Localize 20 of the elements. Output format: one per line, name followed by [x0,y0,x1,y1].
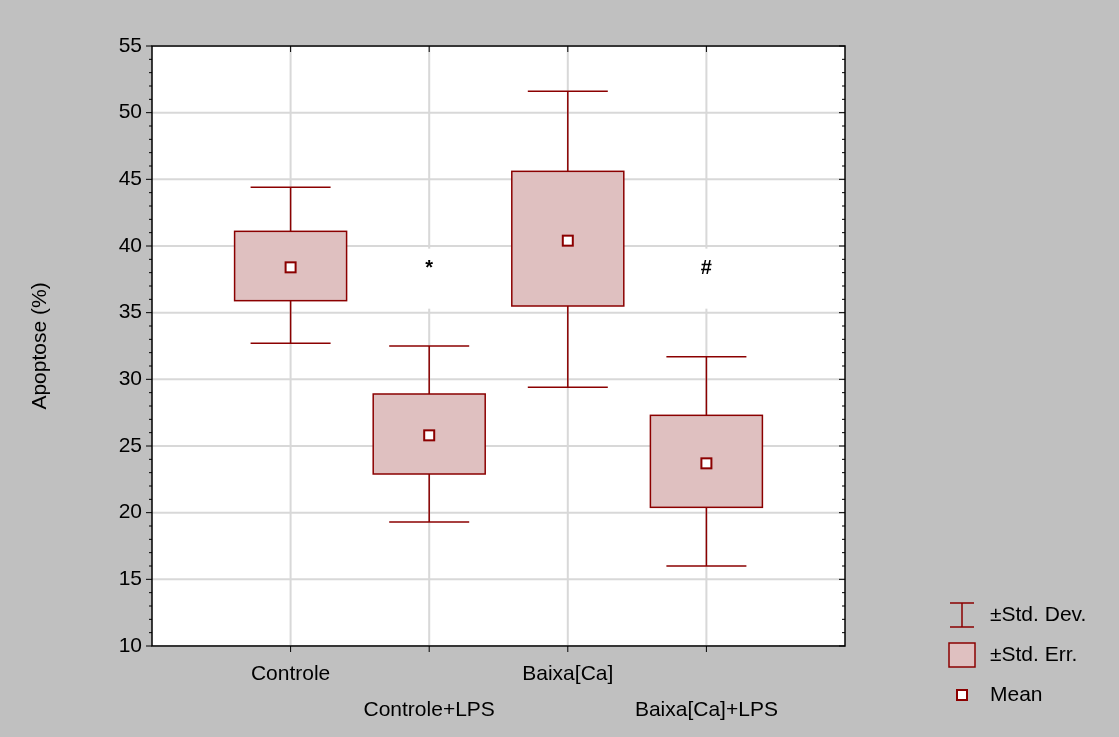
x-tick-label: Baixa[Ca]+LPS [634,697,778,720]
annotation: # [700,255,712,278]
text: ±Std. Err. [990,641,1078,665]
y-tick-label: 10 [118,632,142,656]
x-tick-label: Baixa[Ca] [522,661,614,684]
annotation: * [425,255,434,278]
text: ±Std. Dev. [990,601,1087,625]
y-tick-label: 45 [118,165,142,189]
x-tick-label: Controle [250,661,331,684]
y-tick-label: 15 [118,565,142,589]
y-tick-label: 40 [118,232,142,256]
y-tick-label: 55 [118,32,142,56]
y-tick-label: 50 [118,99,142,123]
text: Mean [990,681,1043,705]
y-tick-label: 20 [118,499,142,523]
y-tick-label: 25 [118,432,142,456]
y-tick-label: 30 [118,365,142,389]
y-axis-title: Apoptose (%) [27,282,50,410]
y-tick-label: 35 [118,299,142,323]
x-tick-label: Controle+LPS [363,697,495,720]
